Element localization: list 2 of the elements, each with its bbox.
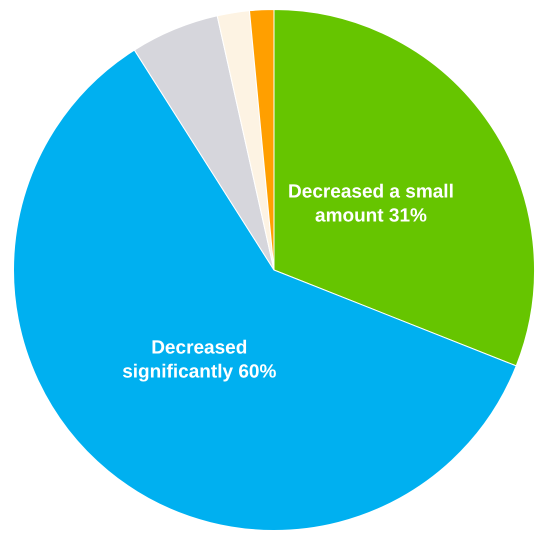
slice-label: Decreased significantly 60%	[122, 338, 276, 383]
slice-label: Decreased a small amount 31%	[288, 181, 454, 226]
